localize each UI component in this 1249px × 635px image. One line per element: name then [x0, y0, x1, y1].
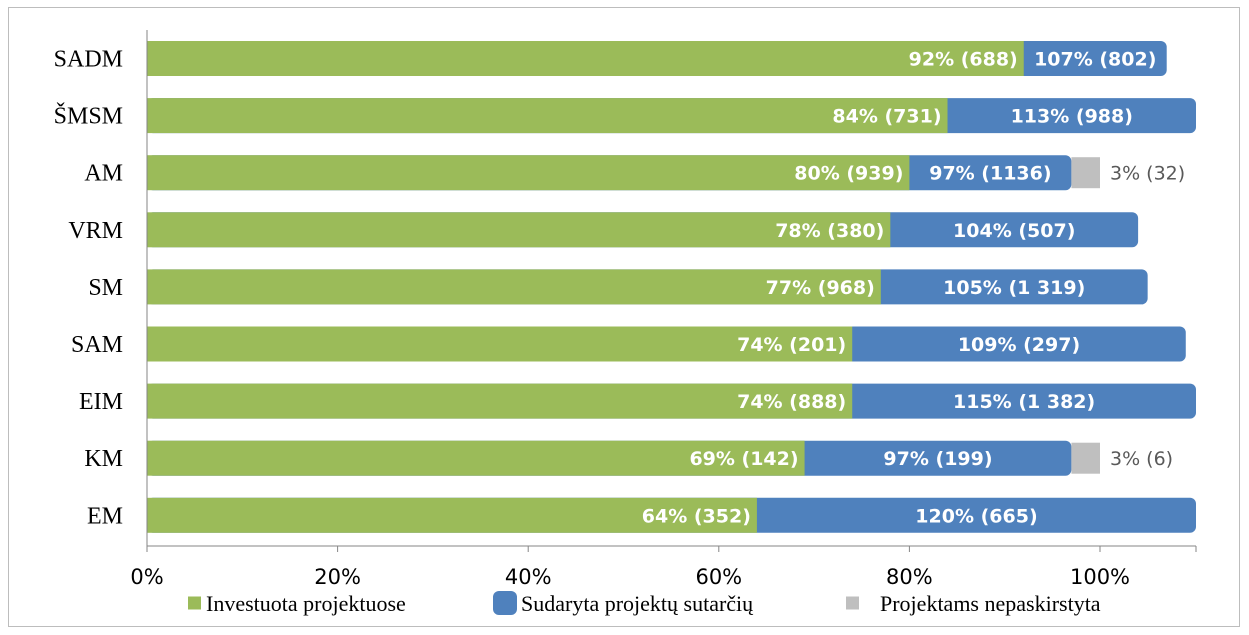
category-label: SM [88, 275, 123, 301]
x-tick-label: 40% [505, 565, 552, 589]
data-label-sudaryta: 120% (665) [915, 505, 1037, 527]
category-label: AM [84, 161, 123, 187]
legend-investuota-label: Investuota projektuose [206, 591, 406, 616]
legend-nepaskirstyta-swatch [846, 596, 859, 610]
bar-nepaskirstyta [1071, 442, 1100, 474]
bar-investuota [147, 383, 853, 419]
data-label-investuota: 84% (731) [832, 106, 941, 128]
data-label-investuota: 92% (688) [909, 49, 1018, 71]
data-label-investuota: 74% (888) [737, 391, 846, 413]
bar-investuota [147, 212, 891, 248]
bar-investuota [147, 497, 757, 533]
data-label-investuota: 64% (352) [642, 505, 751, 527]
category-label: EIM [79, 389, 123, 415]
bar-investuota [147, 440, 805, 476]
x-tick-label: 60% [695, 565, 742, 589]
category-label: SADM [54, 47, 123, 73]
x-tick-label: 20% [314, 565, 361, 589]
data-label-investuota: 69% (142) [689, 448, 798, 470]
legend-investuota-swatch [188, 596, 201, 610]
category-label: VRM [68, 218, 123, 244]
legend: Investuota projektuose Sudaryta projektų … [188, 591, 1101, 616]
data-label-sudaryta: 97% (1136) [929, 163, 1051, 185]
bars-layer: SADM 92% (688) 107% (802) ŠMSM 84% (731) 113%… [54, 41, 1196, 533]
data-label-sudaryta: 115% (1 382) [953, 391, 1095, 413]
bar-investuota [147, 98, 948, 134]
data-label-investuota: 80% (939) [794, 163, 903, 185]
bar-nepaskirstyta [1071, 157, 1100, 189]
data-label-sudaryta: 97% (199) [883, 448, 992, 470]
bar-investuota [147, 41, 1024, 76]
data-label-sudaryta: 105% (1 319) [943, 277, 1085, 299]
data-label-sudaryta: 109% (297) [958, 334, 1080, 356]
legend-sudaryta-swatch [493, 591, 517, 615]
bar-investuota [147, 326, 853, 362]
x-tick-label: 80% [886, 565, 933, 589]
legend-nepaskirstyta-label: Projektams nepaskirstyta [880, 591, 1101, 616]
category-label: KM [84, 446, 123, 472]
x-tick-label: 100% [1070, 565, 1130, 589]
x-tick-label: 0% [130, 565, 163, 589]
data-label-investuota: 74% (201) [737, 334, 846, 356]
category-label: EM [87, 503, 123, 529]
data-label-investuota: 78% (380) [775, 220, 884, 242]
bar-investuota [147, 155, 910, 191]
data-label-sudaryta: 107% (802) [1034, 49, 1156, 71]
data-label-investuota: 77% (968) [766, 277, 875, 299]
category-label: ŠMSM [54, 103, 123, 130]
data-label-nepaskirstyta: 3% (6) [1110, 448, 1173, 470]
bar-investuota [147, 269, 881, 305]
x-axis: 0% 20% 40% 60% 80% 100% [130, 30, 1197, 589]
category-label: SAM [71, 332, 123, 358]
data-label-sudaryta: 113% (988) [1011, 106, 1133, 128]
legend-sudaryta-label: Sudaryta projektų sutarčių [521, 591, 754, 616]
data-label-sudaryta: 104% (507) [953, 220, 1075, 242]
data-label-nepaskirstyta: 3% (32) [1110, 163, 1185, 185]
